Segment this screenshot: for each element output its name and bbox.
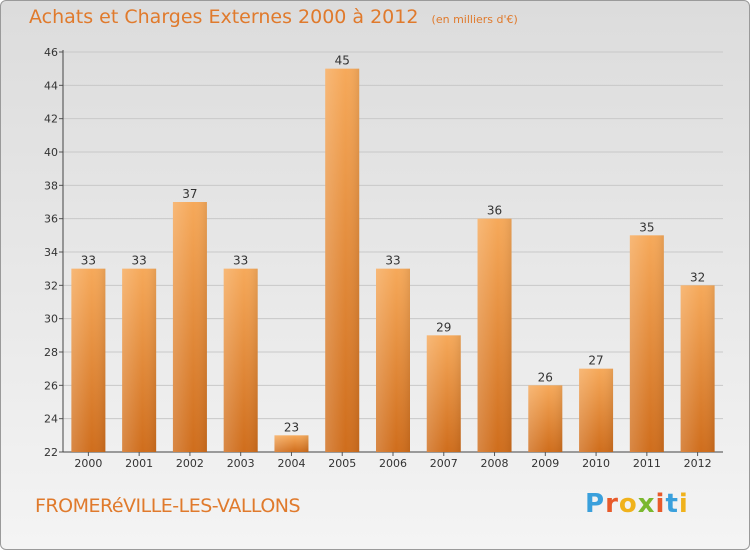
- x-tick-label: 2007: [430, 457, 458, 470]
- logo-letter: t: [665, 489, 679, 519]
- logo-letter: r: [605, 489, 619, 519]
- data-label: 26: [538, 370, 553, 384]
- x-tick-label: 2010: [582, 457, 610, 470]
- x-tick-label: 2005: [328, 457, 356, 470]
- bar-shade-2000: [71, 268, 106, 452]
- data-label: 29: [436, 320, 451, 334]
- bar-shade-2008: [477, 218, 512, 452]
- data-label: 36: [487, 204, 502, 218]
- y-tick-label: 26: [44, 379, 58, 392]
- proxiti-logo[interactable]: Proxiti: [585, 489, 689, 519]
- x-tick-label: 2001: [125, 457, 153, 470]
- y-tick-label: 40: [44, 146, 58, 159]
- y-tick-label: 42: [44, 113, 58, 126]
- x-tick-label: 2008: [481, 457, 509, 470]
- logo-letter: P: [585, 489, 606, 519]
- bar-shade-2012: [680, 285, 715, 452]
- data-label: 33: [81, 254, 96, 268]
- y-tick-label: 24: [44, 413, 58, 426]
- logo-letter: i: [678, 489, 689, 519]
- data-label: 33: [385, 254, 400, 268]
- bar-shade-2001: [122, 268, 157, 452]
- data-label: 27: [588, 354, 603, 368]
- x-tick-label: 2003: [227, 457, 255, 470]
- logo-letter: x: [637, 489, 656, 519]
- data-label: 33: [132, 254, 147, 268]
- x-tick-label: 2006: [379, 457, 407, 470]
- chart-subtitle: (en milliers d'€): [431, 13, 518, 26]
- y-tick-label: 28: [44, 346, 58, 359]
- bar-shade-2004: [274, 435, 309, 452]
- y-tick-label: 22: [44, 446, 58, 459]
- x-tick-label: 2004: [277, 457, 305, 470]
- chart-title: Achats et Charges Externes 2000 à 2012: [29, 6, 419, 28]
- bar-shade-2009: [528, 385, 563, 452]
- y-tick-label: 44: [44, 79, 58, 92]
- bar-shade-2010: [579, 368, 614, 452]
- y-tick-label: 30: [44, 313, 58, 326]
- data-label: 32: [690, 270, 705, 284]
- bar-shade-2007: [426, 335, 461, 452]
- y-tick-label: 46: [44, 46, 58, 59]
- data-labels: 33 33 37 33 23 45 33 29 36 26 27 35 32: [81, 54, 706, 435]
- x-tick-label: 2009: [531, 457, 559, 470]
- bars: [71, 68, 715, 453]
- logo-letter: o: [618, 489, 638, 519]
- y-tick-label: 32: [44, 279, 58, 292]
- y-tick-label: 38: [44, 179, 58, 192]
- data-label: 37: [182, 187, 197, 201]
- y-tick-label: 36: [44, 213, 58, 226]
- x-tick-label: 2002: [176, 457, 204, 470]
- bar-shade-2003: [223, 268, 258, 452]
- data-label: 35: [639, 220, 654, 234]
- x-tick-label: 2011: [633, 457, 661, 470]
- bar-shade-2006: [376, 268, 410, 452]
- data-label: 33: [233, 254, 248, 268]
- bar-shade-2011: [629, 235, 664, 452]
- commune-name: FROMERéVILLE-LES-VALLONS: [35, 495, 301, 517]
- title-row: Achats et Charges Externes 2000 à 2012 (…: [29, 6, 518, 28]
- axes: 22 24 26 28 30 32 34 36 38 40 42 44 46 2000 2001 2002 20…: [44, 46, 723, 470]
- bar-shade-2002: [172, 202, 207, 452]
- data-label: 45: [335, 54, 350, 68]
- y-tick-label: 34: [44, 246, 58, 259]
- logo-letter: i: [655, 489, 666, 519]
- x-tick-label: 2000: [74, 457, 102, 470]
- x-tick-label: 2012: [684, 457, 712, 470]
- data-label: 23: [284, 420, 299, 434]
- bar-shade-2005: [325, 68, 360, 453]
